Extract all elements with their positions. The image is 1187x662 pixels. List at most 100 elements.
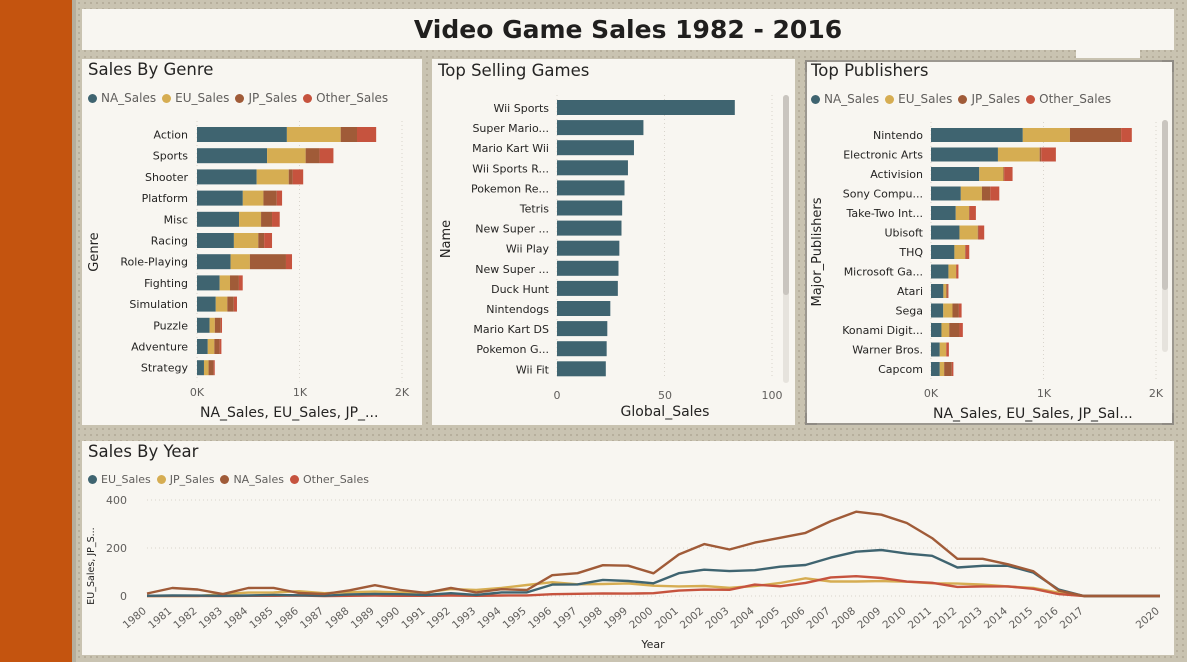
x-tick-2006: 2006	[779, 605, 807, 632]
page-title: Video Game Sales 1982 - 2016	[413, 15, 843, 44]
publishers-title: Top Publishers	[811, 61, 929, 80]
legend-item-eu[interactable]: EU_Sales	[885, 92, 952, 106]
bar-na-sales-activision	[931, 167, 980, 181]
category-label-role-playing: Role-Playing	[120, 256, 188, 269]
bar-other-sales-microsoft-ga	[956, 264, 959, 279]
bar-eu-sales-simulation	[215, 296, 228, 312]
sidebar	[0, 0, 72, 662]
bar-na-sales-sony-compu	[931, 186, 961, 201]
bar-na-sales-atari	[931, 284, 944, 298]
x-tick-1990: 1990	[374, 605, 402, 631]
bar-eu-sales-capcom	[939, 362, 945, 376]
bar-wii-play	[557, 240, 620, 256]
category-label-ubisoft: Ubisoft	[884, 227, 923, 240]
games-x-tick-1: 50	[658, 389, 672, 402]
legend-label-eu: EU_Sales	[101, 473, 151, 486]
legend-item-eu[interactable]: EU_Sales	[162, 91, 229, 105]
x-tick-2007: 2007	[805, 605, 833, 631]
bar-na-sales-warner-bros	[931, 342, 940, 357]
bar-jp-sales-fighting	[230, 275, 239, 291]
bar-eu-sales-role-playing	[230, 254, 250, 270]
legend-marker-jp	[958, 94, 968, 104]
bar-other-sales-shooter	[292, 169, 304, 185]
bar-mario-kart-wii	[557, 140, 634, 156]
bar-jp-sales-sony-compu	[981, 186, 991, 201]
bar-other-sales-sega	[958, 303, 962, 318]
x-tick-1991: 1991	[399, 605, 427, 631]
x-tick-2008: 2008	[830, 605, 858, 631]
publishers-panel[interactable]: Top Publishers NA_Sales EU_Sales JP_Sale…	[805, 60, 1174, 425]
game-label-pokemon-re: Pokemon Re...	[471, 182, 549, 195]
sidebar-edge	[72, 0, 76, 662]
year-title: Sales By Year	[88, 442, 199, 461]
legend-item-jp[interactable]: JP_Sales	[235, 91, 297, 105]
publishers-scrollbar[interactable]	[1162, 120, 1168, 352]
game-label-mario-kart-ds: Mario Kart DS	[473, 323, 549, 336]
category-label-konami-digit: Konami Digit...	[842, 324, 923, 337]
bar-na-sales-simulation	[197, 296, 216, 312]
bar-eu-sales-sega	[943, 303, 953, 318]
bar-jp-sales-activision	[1003, 167, 1005, 181]
bar-eu-sales-misc	[239, 211, 262, 227]
legend-item-eu[interactable]: EU_Sales	[88, 473, 151, 486]
bar-eu-sales-nintendo	[1022, 128, 1070, 142]
bar-eu-sales-fighting	[219, 275, 231, 291]
bar-other-sales-platform	[276, 190, 283, 206]
bar-other-sales-simulation	[233, 296, 237, 312]
publishers-scroll-thumb[interactable]	[1162, 120, 1168, 290]
bar-other-sales-adventure	[219, 339, 222, 354]
bar-na-sales-ubisoft	[931, 225, 960, 240]
genre-x-tick-1: 1K	[293, 386, 308, 399]
legend-item-other[interactable]: Other_Sales	[1026, 92, 1111, 106]
bar-eu-sales-strategy	[203, 360, 209, 376]
category-label-fighting: Fighting	[144, 277, 188, 290]
legend-item-other[interactable]: Other_Sales	[303, 91, 388, 105]
bar-super-mario	[557, 120, 644, 136]
legend-item-na[interactable]: NA_Sales	[88, 91, 156, 105]
bar-na-sales-fighting	[197, 275, 220, 291]
bar-other-sales-misc	[272, 211, 280, 227]
category-label-simulation: Simulation	[129, 298, 188, 311]
bar-na-sales-role-playing	[197, 254, 231, 270]
bar-jp-sales-capcom	[944, 362, 952, 376]
legend-item-na[interactable]: NA_Sales	[811, 92, 879, 106]
x-tick-1981: 1981	[146, 605, 174, 631]
x-tick-1987: 1987	[298, 605, 326, 631]
legend-item-na[interactable]: NA_Sales	[220, 473, 284, 486]
legend-item-jp[interactable]: JP_Sales	[958, 92, 1020, 106]
publishers-x-tick-2: 2K	[1149, 387, 1164, 400]
x-tick-1993: 1993	[450, 605, 478, 631]
visual-header-icons[interactable]	[1076, 44, 1140, 58]
bar-other-sales-konami-digit	[959, 323, 963, 337]
games-scroll-thumb[interactable]	[783, 95, 789, 295]
genre-legend[interactable]: NA_Sales EU_Sales JP_Sales Other_Sales	[88, 91, 394, 105]
publishers-legend[interactable]: NA_Sales EU_Sales JP_Sales Other_Sales	[811, 92, 1117, 106]
legend-item-jp[interactable]: JP_Sales	[156, 473, 215, 486]
x-tick-2020: 2020	[1134, 605, 1162, 631]
year-legend[interactable]: EU_Sales JP_Sales NA_Sales Other_Sales	[88, 473, 375, 486]
x-tick-1984: 1984	[222, 605, 250, 632]
genre-x-tick-2: 2K	[395, 386, 410, 399]
category-label-adventure: Adventure	[131, 341, 188, 354]
genre-title: Sales By Genre	[88, 60, 214, 79]
games-x-tick-2: 100	[762, 389, 783, 402]
games-scrollbar[interactable]	[783, 95, 789, 383]
genre-y-axis-label: Genre	[87, 232, 102, 271]
x-tick-2003: 2003	[703, 605, 731, 631]
x-tick-2009: 2009	[855, 605, 883, 631]
x-tick-2004: 2004	[729, 605, 757, 632]
bar-jp-sales-strategy	[208, 360, 214, 376]
category-label-shooter: Shooter	[145, 171, 188, 184]
category-label-action: Action	[154, 129, 188, 142]
legend-label-jp: JP_Sales	[169, 473, 215, 486]
legend-label-other: Other_Sales	[302, 473, 369, 486]
category-label-electronic-arts: Electronic Arts	[843, 149, 923, 162]
bar-wii-fit	[557, 361, 606, 377]
game-label-tetris: Tetris	[519, 203, 550, 216]
genre-panel[interactable]: Sales By Genre NA_Sales EU_Sales JP_Sale…	[82, 59, 422, 425]
bar-other-sales-role-playing	[285, 254, 293, 270]
bar-na-sales-action	[197, 127, 287, 142]
year-panel[interactable]: Sales By Year EU_Sales JP_Sales NA_Sales…	[82, 441, 1174, 655]
games-panel[interactable]: Top Selling Games Wii Sports Super Mario.…	[432, 59, 795, 425]
legend-item-other[interactable]: Other_Sales	[289, 473, 369, 486]
